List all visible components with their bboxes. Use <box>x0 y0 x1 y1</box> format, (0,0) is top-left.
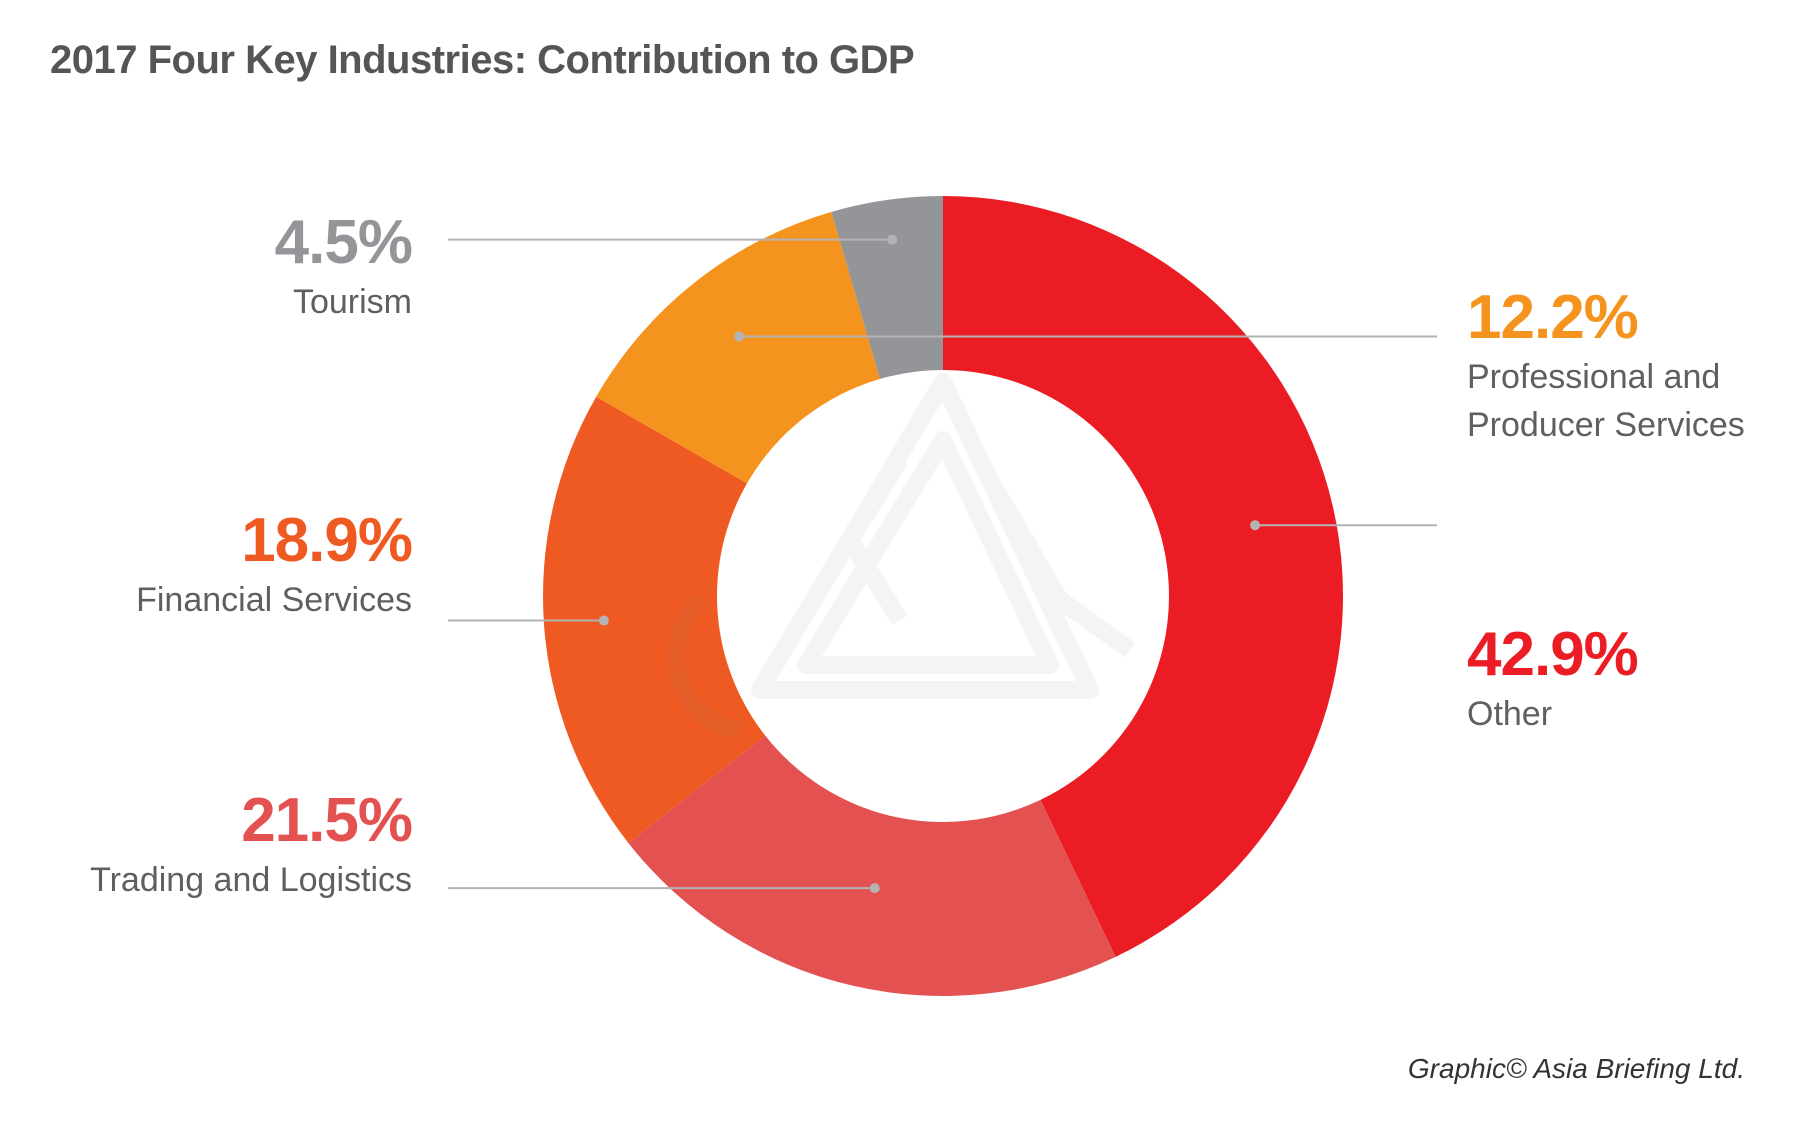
professional-label-line2: Producer Services <box>1467 406 1745 444</box>
leader-dot-other <box>1250 520 1261 531</box>
slice-tourism <box>831 196 943 379</box>
label-trading: 21.5% Trading and Logistics <box>52 786 413 904</box>
credit-text: Graphic© Asia Briefing Ltd. <box>1407 1053 1745 1084</box>
trading-percent: 21.5% <box>241 786 413 855</box>
label-other: 42.9% Other <box>1467 624 1800 738</box>
leader-dot-trading <box>869 883 880 894</box>
other-percent: 42.9% <box>1467 620 1639 689</box>
tourism-percent: 4.5% <box>274 208 413 277</box>
label-tourism: 4.5% Tourism <box>52 208 413 326</box>
label-professional: 12.2% Professional and Producer Services <box>1467 287 1787 449</box>
leader-dot-financial <box>598 615 609 626</box>
watermark-logo <box>667 373 1136 739</box>
financial-percent: 18.9% <box>241 506 413 575</box>
financial-label: Financial Services <box>136 581 412 619</box>
slice-trading <box>628 735 1116 996</box>
slice-other <box>943 196 1343 957</box>
slice-professional <box>596 211 880 484</box>
leader-dot-professional <box>734 331 745 342</box>
professional-label: Professional and Producer Services <box>1467 353 1787 449</box>
donut-slices <box>543 196 1343 996</box>
tourism-label: Tourism <box>292 283 412 321</box>
chart-title: 2017 Four Key Industries: Contribution t… <box>50 38 915 82</box>
slice-financial <box>543 396 766 844</box>
leader-dot-tourism <box>887 234 898 245</box>
leader-lines <box>448 234 1437 894</box>
professional-label-line1: Professional and <box>1467 358 1721 396</box>
professional-percent: 12.2% <box>1467 283 1639 352</box>
label-financial: 18.9% Financial Services <box>52 506 413 624</box>
trading-label: Trading and Logistics <box>90 861 412 899</box>
other-label: Other <box>1467 695 1553 733</box>
